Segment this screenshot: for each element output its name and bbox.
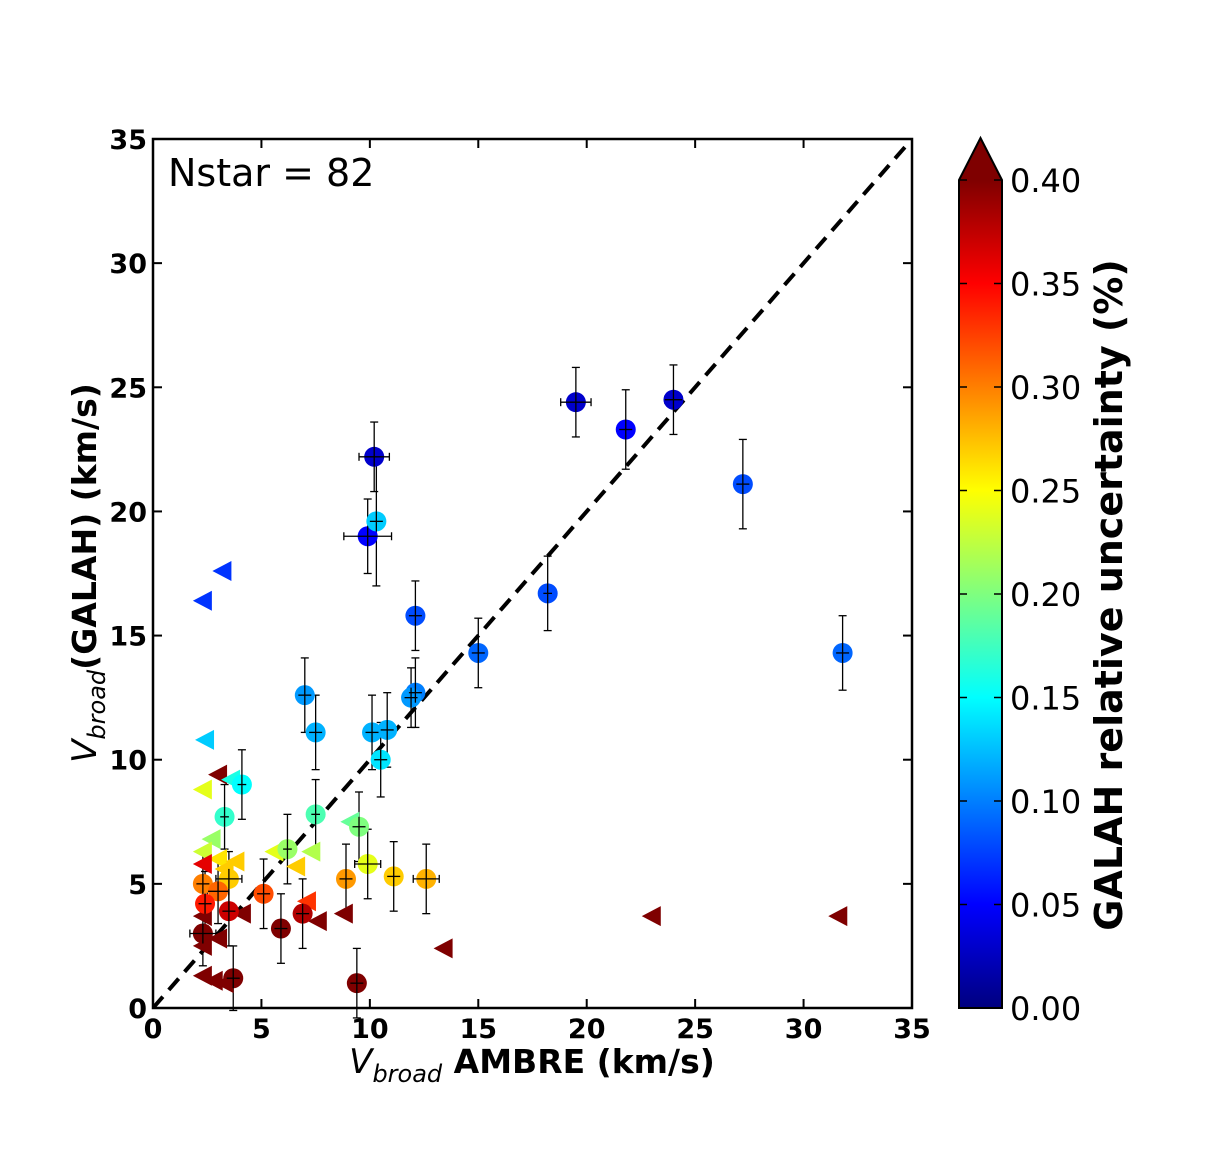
y-tick-label: 30 <box>109 249 147 280</box>
upper-limit-marker <box>828 906 848 927</box>
colorbar-tick-label: 0.00 <box>1010 990 1081 1028</box>
reference-line-group <box>153 139 912 1008</box>
x-axis-title: Vbroad AMBRE (km/s) <box>349 1042 715 1088</box>
y-tick-label: 15 <box>109 622 147 653</box>
upper-limit-marker <box>225 851 245 872</box>
upper-limit-marker <box>333 903 353 924</box>
upper-limit-marker <box>296 891 316 912</box>
upper-limit-marker <box>286 856 306 877</box>
y-axis-subscript: broad <box>83 669 111 739</box>
plot-frame <box>151 137 914 1010</box>
upper-limit-marker <box>201 829 221 850</box>
one-to-one-line <box>153 139 912 1008</box>
colorbar-tick-label: 0.10 <box>1010 783 1081 821</box>
upper-limit-marker <box>208 928 228 949</box>
colorbar <box>958 135 1003 1009</box>
y-axis-text: (GALAH) (km/s) <box>65 383 104 670</box>
upper-limit-marker <box>208 849 228 870</box>
upper-limit-marker <box>192 779 212 800</box>
colorbar-title: GALAH relative uncertainty (%) <box>1087 259 1131 930</box>
y-tick-label: 10 <box>109 746 147 777</box>
colorbar-tick-label: 0.05 <box>1010 887 1081 925</box>
colorbar-extend-arrow <box>959 138 1002 180</box>
y-tick-label: 0 <box>128 994 147 1025</box>
colorbar-tick-label: 0.20 <box>1010 576 1081 614</box>
upper-limit-marker <box>307 911 327 932</box>
x-tick-label: 20 <box>568 1014 606 1045</box>
upper-limit-marker <box>192 853 212 874</box>
upper-limit-marker <box>433 938 453 959</box>
colorbar-ticks: 0.00 0.05 0.10 0.15 0.20 0.25 0.30 0.35 0.40 <box>959 162 1081 1028</box>
x-tick-label: 25 <box>676 1014 714 1045</box>
y-tick-label: 35 <box>109 125 147 156</box>
nstar-annotation: Nstar = 82 <box>168 151 374 195</box>
y-axis-title: Vbroad(GALAH) (km/s) <box>65 383 111 763</box>
x-axis-text: AMBRE (km/s) <box>442 1042 715 1081</box>
upper-limit-marker <box>301 841 321 862</box>
x-axis-symbol: V <box>349 1042 375 1082</box>
y-tick-label: 25 <box>109 373 147 404</box>
y-tick-label: 20 <box>109 497 147 528</box>
upper-limit-marker <box>192 590 212 611</box>
colorbar-tick-label: 0.25 <box>1010 473 1081 511</box>
x-tick-label: 15 <box>459 1014 497 1045</box>
upper-limit-marker <box>641 906 661 927</box>
x-tick-label: 35 <box>893 1014 931 1045</box>
x-tick-label: 30 <box>785 1014 823 1045</box>
colorbar-tick-label: 0.15 <box>1010 680 1081 718</box>
x-axis-subscript: broad <box>372 1060 442 1088</box>
axis-ticks: 0 5 10 15 20 25 30 35 0 5 10 15 20 25 30 35 <box>109 125 930 1045</box>
upper-limit-marker <box>231 903 251 924</box>
x-tick-label: 0 <box>144 1014 163 1045</box>
upper-limit-marker <box>212 561 232 582</box>
colorbar-tick-label: 0.30 <box>1010 369 1081 407</box>
y-tick-label: 5 <box>128 870 147 901</box>
colorbar-tick-label: 0.40 <box>1010 162 1081 200</box>
upper-limit-marker <box>203 970 223 991</box>
upper-limit-marker <box>195 729 215 750</box>
y-axis-symbol: V <box>65 737 105 763</box>
x-tick-label: 10 <box>351 1014 389 1045</box>
x-tick-label: 5 <box>252 1014 271 1045</box>
data-markers <box>192 389 853 994</box>
colorbar-tick-label: 0.35 <box>1010 266 1081 304</box>
